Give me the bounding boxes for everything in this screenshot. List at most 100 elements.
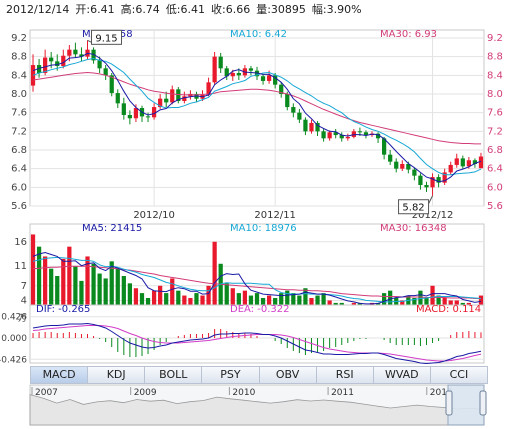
candle-body	[230, 73, 235, 77]
tab-obv[interactable]: OBV	[259, 367, 317, 383]
macd-ytick: -0.426	[0, 355, 27, 365]
volume-bar	[67, 246, 72, 320]
quote-open: 开:6.41	[75, 3, 115, 16]
quote-header: 2012/12/14 开:6.41 高:6.74 低:6.41 收:6.66 量:3089…	[0, 0, 508, 20]
tab-boll[interactable]: BOLL	[145, 367, 203, 383]
tab-kdj[interactable]: KDJ	[88, 367, 146, 383]
stock-chart: 9.2 9.2 8.8 8.8 8.4 8.4 8.0 8.0 7.6 7.6 7.2 7.2 6.8 6…	[0, 29, 503, 426]
tab-cci[interactable]: CCI	[430, 367, 487, 383]
candle-body	[103, 68, 108, 76]
overview-xtick: 2010	[232, 388, 255, 398]
volume-bar	[230, 288, 235, 320]
volume-bar	[158, 285, 163, 320]
candle-body	[297, 112, 302, 120]
overview-handle-right	[479, 390, 487, 416]
volume-ytick: 16	[14, 237, 27, 248]
candle-body	[412, 169, 417, 176]
overview-selection	[447, 384, 485, 426]
price-ytick-right: 8.8	[487, 52, 503, 63]
annotation-leader	[428, 195, 433, 204]
volume-unit-label: 万	[18, 314, 27, 324]
price-ytick-left: 8.4	[11, 70, 27, 81]
candle-body	[478, 156, 484, 169]
annotation-box	[91, 29, 123, 45]
price-ytick-left: 7.6	[11, 108, 27, 119]
candle-body	[260, 76, 266, 81]
candle-body	[418, 175, 423, 185]
volume-bar	[103, 278, 108, 320]
tab-psy[interactable]: PSY	[202, 367, 260, 383]
candle-body	[472, 160, 478, 164]
candle-body	[406, 164, 411, 170]
volume-bar	[79, 280, 84, 320]
overview-area	[29, 394, 485, 426]
macd-legend-item: MACD: 0.114	[416, 304, 481, 315]
annotation-box	[398, 199, 430, 215]
price-ytick-left: 6.4	[11, 164, 27, 175]
candle-body	[266, 75, 272, 81]
volume-bar	[109, 261, 114, 320]
volume-bar	[85, 256, 90, 320]
candle-body	[158, 98, 163, 108]
candle-body	[388, 154, 393, 162]
candle-body	[291, 107, 296, 113]
price-ytick-right: 7.2	[487, 126, 503, 137]
price-ytick-left: 6.0	[11, 182, 27, 193]
price-xtick: 2012/12	[412, 210, 454, 221]
candle-body	[218, 56, 223, 69]
candle-body	[164, 98, 169, 103]
candle-body	[442, 172, 447, 183]
volume-ma30-line	[32, 265, 481, 299]
candle-body	[43, 57, 48, 73]
price-ytick-right: 6.8	[487, 145, 503, 156]
candle-body	[345, 136, 350, 139]
volume-bar	[430, 285, 435, 320]
tab-rsi[interactable]: RSI	[316, 367, 374, 383]
candle-body	[109, 75, 114, 94]
volume-legend-item: MA30: 16348	[380, 223, 447, 234]
price-ytick-right: 9.2	[487, 33, 503, 44]
candle-body	[363, 132, 369, 136]
volume-bar	[36, 246, 42, 320]
quote-change: 幅:3.90%	[311, 3, 362, 16]
candle-body	[466, 160, 471, 167]
tab-macd[interactable]: MACD	[31, 367, 89, 383]
annotation-label: 5.82	[402, 203, 424, 214]
candle-body	[236, 73, 241, 76]
volume-bar	[224, 283, 229, 320]
candle-body	[279, 84, 284, 94]
price-ytick-right: 8.4	[487, 70, 503, 81]
volume-bar	[303, 288, 308, 320]
candle-body	[73, 49, 78, 55]
candle-body	[430, 177, 435, 188]
macd-legend-item: DEA: -0.322	[230, 304, 289, 315]
candle-body	[182, 96, 187, 101]
volume-bar	[97, 273, 102, 320]
volume-bar	[212, 241, 217, 320]
volume-ma5-line	[32, 251, 482, 305]
volume-bar	[127, 283, 132, 320]
macd-ytick: 0.000	[1, 334, 27, 344]
price-ytick-right: 5.6	[487, 201, 503, 212]
macd-legend-item: DIF: -0.265	[36, 304, 90, 315]
quote-volume: 量:30895	[256, 3, 306, 16]
candle-body	[448, 164, 453, 173]
quote-date: 2012/12/14	[6, 3, 70, 16]
tab-wvad[interactable]: WVAD	[373, 367, 431, 383]
price-ytick-left: 5.6	[11, 201, 27, 212]
volume-bar	[121, 276, 126, 320]
price-legend-item: MA10: 6.42	[230, 29, 287, 40]
volume-bar	[206, 285, 211, 320]
price-ytick-left: 7.2	[11, 126, 27, 137]
quote-high: 高:6.74	[120, 3, 160, 16]
overview-handle-left	[445, 390, 453, 416]
volume-legend-item: MA10: 18976	[230, 223, 297, 234]
price-ytick-right: 8.0	[487, 89, 503, 100]
volume-bar	[170, 278, 175, 320]
price-xtick: 2012/11	[254, 210, 296, 221]
candle-body	[224, 68, 229, 77]
candle-body	[67, 49, 72, 56]
candle-body	[248, 68, 254, 71]
volume-ytick: 7	[21, 281, 27, 292]
overview-xtick: 2007	[35, 388, 58, 398]
